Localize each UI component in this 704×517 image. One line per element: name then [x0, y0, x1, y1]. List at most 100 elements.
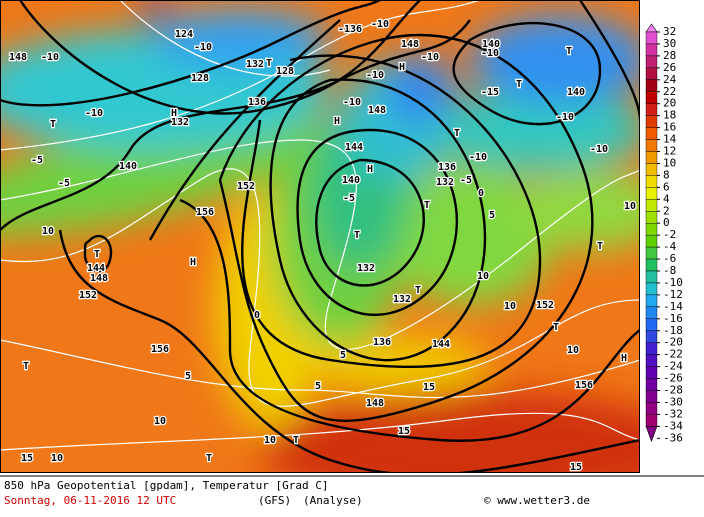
- map-label: 136: [438, 162, 456, 173]
- map-label: T: [415, 285, 421, 296]
- map-label: 15: [570, 462, 582, 473]
- map-label: 132: [357, 263, 375, 274]
- map-label: 148: [368, 105, 386, 116]
- map-label: H: [190, 257, 196, 268]
- scale-label: 4: [663, 192, 670, 205]
- scale-cell: [645, 354, 658, 367]
- map-label: 148: [9, 52, 27, 63]
- map-label: 15: [423, 382, 435, 393]
- map-label: -10: [590, 144, 608, 155]
- scale-cell: [645, 199, 658, 212]
- scale-label: -24: [663, 360, 683, 373]
- footer-model: (GFS): [258, 494, 291, 507]
- map-label: 144: [345, 142, 363, 153]
- scale-cell: [645, 139, 658, 152]
- map-label: 132: [436, 177, 454, 188]
- map-label: 10: [51, 453, 63, 464]
- scale-label: 2: [663, 204, 670, 217]
- scale-cell: [645, 91, 658, 104]
- map-label: -5: [31, 155, 43, 166]
- map-label: 128: [276, 66, 294, 77]
- map-label: -10: [556, 112, 574, 123]
- scale-cell: [645, 306, 658, 320]
- scale-label: 12: [663, 145, 676, 158]
- map-label: 136: [248, 97, 266, 108]
- scale-label: 20: [663, 97, 676, 110]
- scale-cell: [645, 246, 658, 260]
- map-label: H: [367, 164, 373, 175]
- map-label: T: [354, 230, 360, 241]
- scale-label: -18: [663, 324, 683, 337]
- map-label: 5: [489, 210, 495, 221]
- scale-label: -32: [663, 407, 683, 420]
- scale-label: 22: [663, 85, 676, 98]
- scale-label: -20: [663, 336, 683, 349]
- map-label: 140: [119, 161, 137, 172]
- footer-run: (Analyse): [303, 494, 363, 507]
- map-label: 15: [398, 426, 410, 437]
- scale-label: -4: [663, 240, 677, 253]
- map-label: 132: [171, 117, 189, 128]
- scale-cell: [645, 151, 658, 164]
- scale-label: -30: [663, 395, 683, 408]
- scale-label: 0: [663, 216, 670, 229]
- map-label: T: [597, 241, 603, 252]
- map-label: T: [566, 46, 572, 57]
- scale-cell: [645, 342, 658, 355]
- scale-label: 10: [663, 156, 676, 169]
- color-scale: 32302826242220181614121086420-2-4-6-8-10…: [645, 23, 683, 444]
- scale-cell: [645, 175, 658, 188]
- scale-label: 8: [663, 168, 670, 181]
- map-label: -15: [481, 87, 499, 98]
- map-label: -10: [343, 97, 361, 108]
- map-label: -136: [338, 24, 362, 35]
- scale-cell: [645, 67, 658, 80]
- scale-label: 30: [663, 37, 676, 50]
- map-label: T: [206, 453, 212, 464]
- map-label: 140: [482, 39, 500, 50]
- scale-cell: [645, 55, 658, 69]
- scale-cell: [645, 43, 658, 57]
- map-label: -10: [469, 152, 487, 163]
- scale-cell: [645, 402, 658, 415]
- scale-label: 32: [663, 25, 676, 38]
- map-label: H: [334, 116, 340, 127]
- map-label: 152: [79, 290, 97, 301]
- scale-label: -16: [663, 312, 683, 325]
- map-label: 128: [191, 73, 209, 84]
- map-label: -10: [481, 48, 499, 59]
- map-label: T: [266, 58, 272, 69]
- scale-arrow-top: [645, 23, 658, 33]
- map-label: 136: [373, 337, 391, 348]
- map-label: H: [621, 353, 627, 364]
- scale-label: -36: [663, 431, 683, 444]
- scale-label: -14: [663, 300, 683, 313]
- scale-cell: [645, 103, 658, 116]
- scale-label: -8: [663, 264, 676, 277]
- map-label: T: [94, 249, 100, 260]
- scale-cell: [645, 282, 658, 296]
- scale-cell: [645, 234, 658, 248]
- map-label: 156: [196, 207, 214, 218]
- map-label: 144: [87, 263, 105, 274]
- map-label: -5: [343, 193, 355, 204]
- map-label: -10: [421, 52, 439, 63]
- scale-label: -10: [663, 276, 683, 289]
- map-label: 10: [624, 201, 636, 212]
- scale-label: -34: [663, 419, 683, 432]
- map-label: 148: [366, 398, 384, 409]
- footer-credit: © www.wetter3.de: [484, 494, 590, 507]
- scale-cell: [645, 366, 658, 379]
- scale-cell: [645, 31, 658, 45]
- map-label: 10: [154, 416, 166, 427]
- scale-cell: [645, 294, 658, 308]
- map-label: 132: [393, 294, 411, 305]
- map-label: 10: [567, 345, 579, 356]
- scale-label: 28: [663, 49, 676, 62]
- map-label: T: [23, 361, 29, 372]
- footer-date: Sonntag, 06-11-2016 12 UTC: [4, 494, 176, 507]
- map-label: 10: [264, 435, 276, 446]
